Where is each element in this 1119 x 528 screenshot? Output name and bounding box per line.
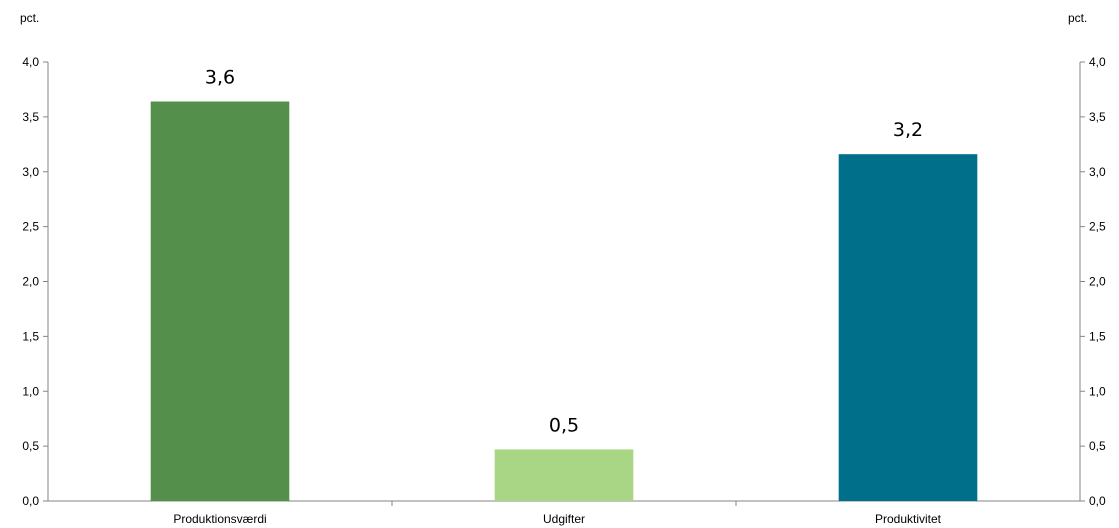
category-label: Produktivitet (875, 512, 942, 526)
y-tick-label-left: 3,0 (22, 165, 39, 179)
left-unit-label: pct. (20, 11, 39, 25)
y-tick-label-left: 1,5 (22, 329, 39, 343)
bars (150, 101, 978, 501)
y-tick-label-right: 3,5 (1089, 110, 1106, 124)
y-tick-label-left: 0,0 (22, 494, 39, 508)
y-tick-label-left: 4,0 (22, 55, 39, 69)
bar (150, 101, 290, 501)
y-tick-label-left: 2,0 (22, 275, 39, 289)
y-tick-label-right: 1,0 (1089, 384, 1106, 398)
y-tick-label-left: 0,5 (22, 439, 39, 453)
y-tick-label-left: 3,5 (22, 110, 39, 124)
data-label: 3,6 (205, 67, 235, 89)
y-tick-label-left: 2,5 (22, 220, 39, 234)
data-label: 3,2 (893, 119, 923, 141)
category-label: Udgifter (543, 512, 585, 526)
y-tick-label-right: 3,0 (1089, 165, 1106, 179)
y-tick-label-right: 0,0 (1089, 494, 1106, 508)
y-tick-label-left: 1,0 (22, 384, 39, 398)
y-tick-label-right: 2,0 (1089, 275, 1106, 289)
y-tick-label-right: 2,5 (1089, 220, 1106, 234)
y-tick-label-right: 0,5 (1089, 439, 1106, 453)
y-tick-label-right: 4,0 (1089, 55, 1106, 69)
data-label: 0,5 (549, 414, 579, 436)
y-tick-label-right: 1,5 (1089, 329, 1106, 343)
category-label: Produktionsværdi (173, 512, 266, 526)
bar (838, 154, 978, 501)
right-unit-label: pct. (1068, 11, 1087, 25)
bar (494, 449, 634, 501)
labels: 0,0 0,0 0,5 0,5 1,0 1,0 1,5 1,5 2,0 2,0 2,5 2,5 3,0 3… (22, 55, 1106, 526)
